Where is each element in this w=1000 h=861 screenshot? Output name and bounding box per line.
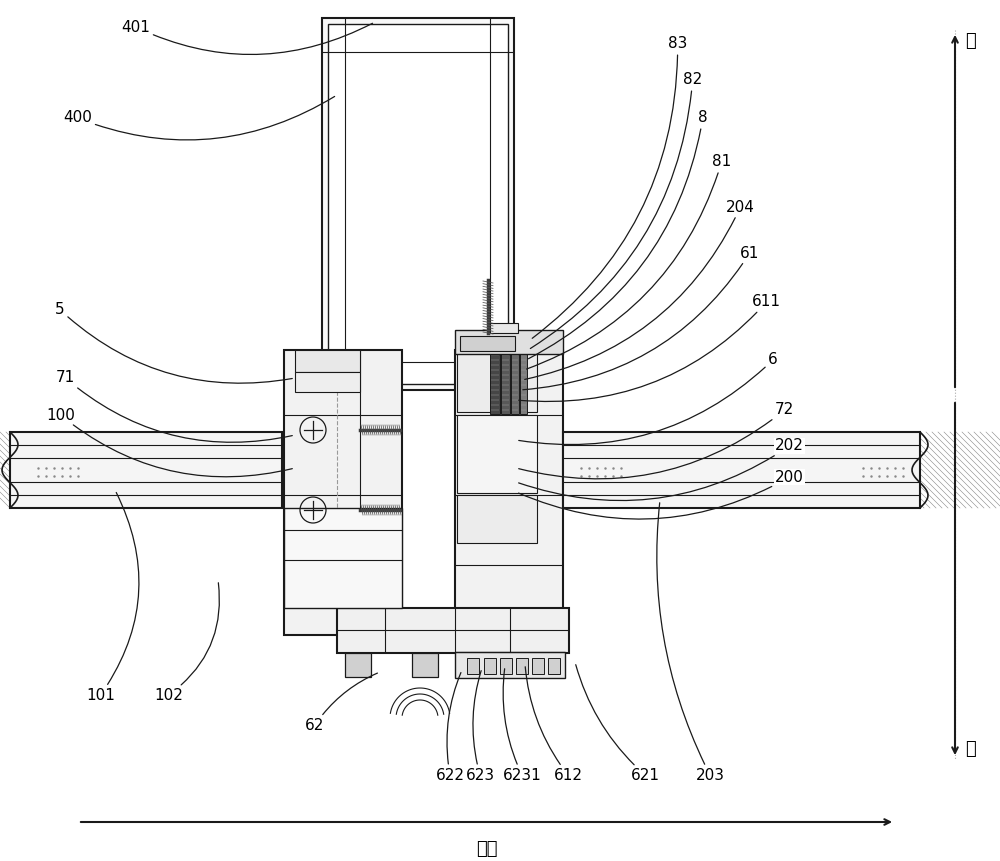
- Bar: [900, 432, 920, 508]
- Bar: [457, 495, 537, 543]
- Text: 6231: 6231: [503, 669, 541, 783]
- Text: 204: 204: [525, 200, 755, 380]
- Text: 203: 203: [657, 503, 724, 783]
- Text: 611: 611: [519, 294, 781, 401]
- Bar: [10, 432, 282, 508]
- Text: 71: 71: [56, 370, 292, 443]
- Bar: [563, 432, 920, 508]
- Text: 72: 72: [519, 402, 794, 479]
- Text: 8: 8: [528, 110, 708, 359]
- Bar: [412, 653, 438, 677]
- Text: 6: 6: [519, 352, 778, 444]
- Bar: [501, 352, 510, 414]
- Text: 81: 81: [527, 154, 731, 369]
- Text: 102: 102: [154, 583, 219, 703]
- Text: 前: 前: [965, 740, 976, 758]
- Text: 621: 621: [576, 665, 660, 783]
- Text: 400: 400: [63, 96, 335, 140]
- Text: 200: 200: [519, 469, 804, 519]
- Bar: [467, 658, 479, 674]
- Bar: [516, 658, 528, 674]
- Text: 202: 202: [519, 438, 804, 500]
- Bar: [284, 508, 402, 608]
- Text: 101: 101: [86, 492, 139, 703]
- Bar: [322, 18, 514, 390]
- Bar: [295, 372, 360, 392]
- Text: 623: 623: [465, 671, 495, 783]
- Bar: [295, 350, 360, 372]
- Text: 5: 5: [55, 302, 292, 383]
- Text: 100: 100: [46, 407, 292, 477]
- Text: 61: 61: [523, 245, 759, 390]
- Text: 后: 后: [965, 32, 976, 50]
- Bar: [455, 652, 565, 678]
- Bar: [337, 608, 569, 653]
- Bar: [490, 352, 500, 414]
- Bar: [455, 330, 563, 354]
- Bar: [490, 323, 518, 333]
- Text: 62: 62: [305, 673, 377, 733]
- Text: 401: 401: [121, 20, 373, 54]
- Bar: [532, 658, 544, 674]
- Text: 612: 612: [525, 666, 582, 783]
- Bar: [345, 653, 371, 677]
- Bar: [457, 352, 537, 412]
- Bar: [284, 350, 402, 635]
- Bar: [520, 352, 527, 414]
- Bar: [455, 350, 563, 630]
- Text: 622: 622: [436, 672, 464, 783]
- Bar: [457, 415, 537, 493]
- Text: 82: 82: [530, 72, 702, 349]
- Text: 83: 83: [532, 36, 687, 338]
- Bar: [500, 658, 512, 674]
- Bar: [460, 336, 515, 351]
- Bar: [548, 658, 560, 674]
- Bar: [328, 24, 508, 384]
- Bar: [511, 352, 519, 414]
- Text: 横向: 横向: [476, 840, 498, 858]
- Bar: [484, 658, 496, 674]
- Bar: [10, 432, 32, 508]
